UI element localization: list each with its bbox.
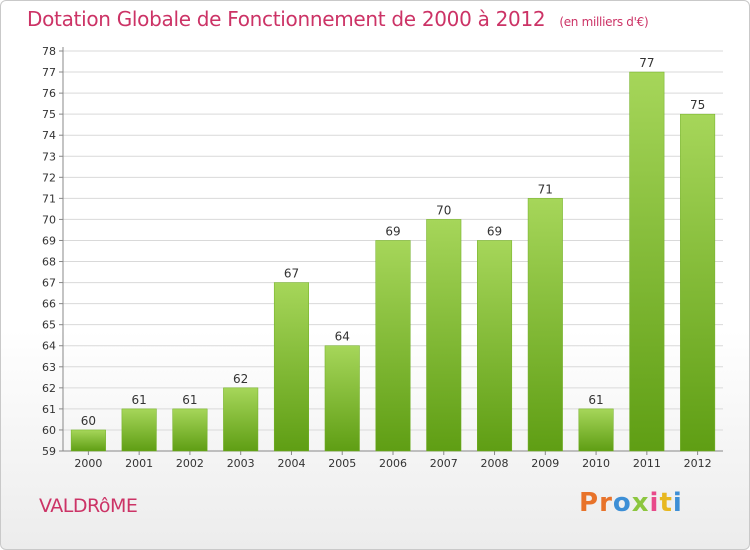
- y-tick-label: 78: [42, 45, 56, 58]
- x-tick-label-2000: 2000: [74, 457, 102, 470]
- bar-value-label-2010: 61: [588, 393, 603, 407]
- x-tick-label-2005: 2005: [328, 457, 356, 470]
- y-tick-label: 68: [42, 256, 56, 269]
- brand-logo: Proxiti: [579, 488, 683, 518]
- bar-2001: [121, 408, 157, 452]
- bar-2011: [629, 71, 665, 452]
- bar-value-label-2011: 77: [639, 56, 654, 70]
- y-tick-labels: 59 60 61 62 63 64 65 66 67 68 69 70 71 72 73 74 75 76 77 78: [42, 45, 56, 458]
- y-tick-label: 69: [42, 234, 56, 247]
- x-tick-label-2008: 2008: [481, 457, 509, 470]
- y-tick-label: 74: [42, 129, 56, 142]
- bar-value-label-2009: 71: [538, 182, 553, 196]
- brand-letter: i: [649, 488, 660, 518]
- bar-value-label-2002: 61: [182, 393, 197, 407]
- brand-letter: o: [612, 488, 632, 518]
- y-tick-label: 70: [42, 213, 56, 226]
- y-tick-label: 72: [42, 171, 56, 184]
- x-tick-label-2009: 2009: [531, 457, 559, 470]
- y-tick-label: 66: [42, 298, 56, 311]
- bars: [70, 71, 716, 452]
- x-tick-label-2003: 2003: [227, 457, 255, 470]
- y-tick-label: 63: [42, 361, 56, 374]
- x-tick-label-2004: 2004: [277, 457, 305, 470]
- y-tick-label: 60: [42, 424, 56, 437]
- x-tick-label-2007: 2007: [430, 457, 458, 470]
- y-tick-label: 65: [42, 319, 56, 332]
- bar-2003: [223, 387, 259, 452]
- bar-2000: [70, 429, 106, 452]
- bar-2009: [527, 198, 563, 452]
- brand-letter: P: [579, 488, 600, 518]
- bar-value-label-2008: 69: [487, 224, 502, 238]
- y-tick-label: 76: [42, 87, 56, 100]
- bar-value-labels: 60 61 61 62 67 64 69 70 69 71 61 77 75: [81, 56, 706, 428]
- x-tick-label-2006: 2006: [379, 457, 407, 470]
- y-tick-label: 73: [42, 150, 56, 163]
- bar-value-label-2012: 75: [690, 98, 705, 112]
- y-tick-label: 75: [42, 108, 56, 121]
- bar-value-label-2000: 60: [81, 414, 96, 428]
- y-tick-label: 77: [42, 66, 56, 79]
- y-tick-label: 62: [42, 382, 56, 395]
- y-tick-label: 64: [42, 340, 56, 353]
- y-tick-label: 71: [42, 192, 56, 205]
- bar-2002: [172, 408, 208, 452]
- title-text: Dotation Globale de Fonctionnement de 20…: [27, 7, 546, 31]
- x-tick-label-2011: 2011: [633, 457, 661, 470]
- bar-2010: [578, 408, 614, 452]
- bar-2006: [375, 240, 411, 452]
- x-tick-label-2010: 2010: [582, 457, 610, 470]
- bar-2007: [426, 219, 462, 452]
- bar-value-label-2003: 62: [233, 372, 248, 386]
- y-tick-label: 59: [42, 445, 56, 458]
- unit-note: (en milliers d'€): [559, 15, 649, 29]
- bar-2008: [477, 240, 513, 452]
- bar-value-label-2007: 70: [436, 203, 451, 217]
- y-tick-label: 67: [42, 277, 56, 290]
- bar-value-label-2001: 61: [132, 393, 147, 407]
- y-tick-label: 61: [42, 403, 56, 416]
- bar-value-label-2004: 67: [284, 267, 299, 281]
- x-tick-label-2001: 2001: [125, 457, 153, 470]
- bar-value-label-2006: 69: [385, 224, 400, 238]
- chart-title: Dotation Globale de Fonctionnement de 20…: [27, 7, 649, 31]
- brand-letter: r: [599, 488, 613, 518]
- bar-2012: [680, 113, 716, 452]
- bar-2004: [273, 282, 309, 452]
- brand-letter: t: [659, 488, 673, 518]
- brand-letter: i: [672, 488, 683, 518]
- x-tick-labels: 2000 2001 2002 2003 2004 2005 2006 2007 2008 2009…: [74, 457, 711, 470]
- place-name: VALDRôME: [39, 495, 138, 517]
- bar-value-label-2005: 64: [335, 330, 350, 344]
- x-tick-label-2002: 2002: [176, 457, 204, 470]
- x-tick-label-2012: 2012: [684, 457, 712, 470]
- bar-2005: [324, 345, 360, 452]
- brand-letter: x: [631, 488, 650, 518]
